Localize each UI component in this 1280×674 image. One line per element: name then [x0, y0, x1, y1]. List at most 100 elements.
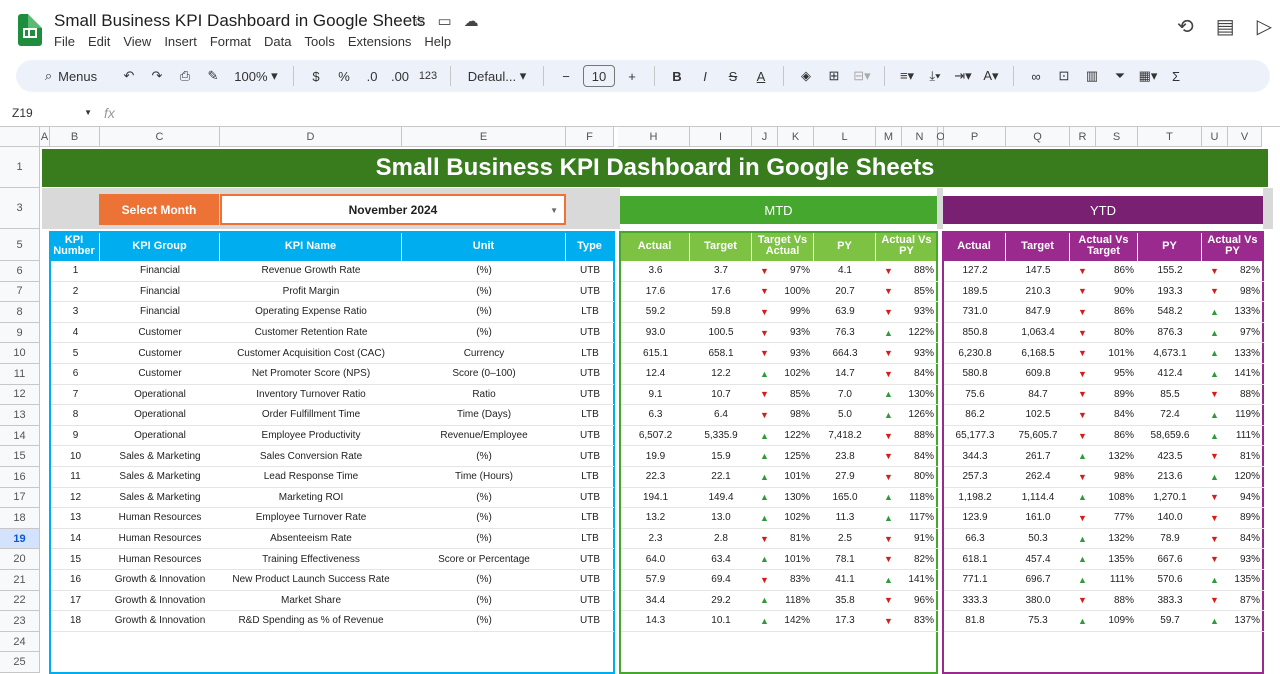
- video-call-icon[interactable]: ▷: [1256, 16, 1272, 38]
- paint-format-icon[interactable]: ✎: [207, 68, 219, 83]
- column-header-T[interactable]: T: [1138, 127, 1202, 147]
- bold-icon[interactable]: B: [672, 68, 682, 84]
- column-header-D[interactable]: D: [220, 127, 402, 147]
- row-header-13[interactable]: 13: [0, 405, 40, 426]
- row-header-8[interactable]: 8: [0, 302, 40, 323]
- row-header-9[interactable]: 9: [0, 322, 40, 344]
- strikethrough-icon[interactable]: S: [728, 68, 738, 84]
- filter-views-icon[interactable]: ▦▾: [1138, 68, 1158, 83]
- row-header-25[interactable]: 25: [0, 652, 40, 673]
- column-header-I[interactable]: I: [690, 127, 752, 147]
- column-header-E[interactable]: E: [402, 127, 566, 147]
- fill-color-icon[interactable]: ◈: [801, 68, 811, 83]
- italic-icon[interactable]: I: [703, 68, 707, 84]
- undo-icon[interactable]: ↶: [123, 68, 135, 83]
- insert-chart-icon[interactable]: ▥: [1085, 68, 1099, 83]
- menu-item-extensions[interactable]: Extensions: [347, 34, 412, 49]
- text-wrapping-icon[interactable]: ⇥▾: [954, 68, 972, 83]
- filter-icon[interactable]: ⏷: [1114, 68, 1126, 83]
- column-header-N[interactable]: N: [902, 127, 938, 147]
- zoom-select[interactable]: 100% ▾: [234, 68, 278, 84]
- column-header-Q[interactable]: Q: [1006, 127, 1070, 147]
- menu-item-format[interactable]: Format: [209, 34, 251, 49]
- decrease-font-icon[interactable]: −: [562, 68, 570, 84]
- column-header-B[interactable]: B: [50, 127, 100, 147]
- print-icon[interactable]: ⎙: [179, 68, 191, 83]
- column-header-L[interactable]: L: [814, 127, 876, 147]
- column-header-A[interactable]: A: [40, 127, 50, 147]
- column-header-P[interactable]: P: [944, 127, 1006, 147]
- row-header-1[interactable]: 1: [0, 147, 40, 188]
- menu-item-help[interactable]: Help: [424, 34, 452, 49]
- row-header-5[interactable]: 5: [0, 229, 40, 261]
- select-all-corner[interactable]: [0, 127, 40, 147]
- redo-icon[interactable]: ↷: [151, 68, 163, 83]
- functions-icon[interactable]: Σ: [1171, 68, 1181, 84]
- row-header-15[interactable]: 15: [0, 446, 40, 467]
- month-dropdown[interactable]: November 2024 ▼: [220, 194, 566, 225]
- row-header-21[interactable]: 21: [0, 570, 40, 591]
- menu-item-edit[interactable]: Edit: [87, 34, 111, 49]
- increase-decimal-button[interactable]: .00: [390, 68, 410, 84]
- menu-item-view[interactable]: View: [123, 34, 152, 49]
- row-header-11[interactable]: 11: [0, 364, 40, 385]
- row-header-22[interactable]: 22: [0, 590, 40, 612]
- more-formats-button[interactable]: 123: [418, 70, 438, 82]
- row-header-18[interactable]: 18: [0, 508, 40, 529]
- row-header-3[interactable]: 3: [0, 188, 40, 229]
- column-header-V[interactable]: V: [1228, 127, 1262, 147]
- row-header-19[interactable]: 19: [0, 528, 40, 550]
- menu-item-file[interactable]: File: [54, 34, 75, 49]
- row-header-6[interactable]: 6: [0, 261, 40, 282]
- column-header-U[interactable]: U: [1202, 127, 1228, 147]
- column-header-M[interactable]: M: [876, 127, 902, 147]
- currency-button[interactable]: $: [312, 68, 320, 84]
- row-header-16[interactable]: 16: [0, 467, 40, 488]
- column-header-S[interactable]: S: [1096, 127, 1138, 147]
- column-header-K[interactable]: K: [778, 127, 814, 147]
- separator: [293, 66, 294, 86]
- row-header-24[interactable]: 24: [0, 631, 40, 653]
- star-icon[interactable]: ☆: [412, 13, 426, 30]
- horizontal-align-icon[interactable]: ≡▾: [899, 68, 915, 83]
- text-color-icon[interactable]: A: [756, 68, 766, 84]
- column-header-R[interactable]: R: [1070, 127, 1096, 147]
- column-header-C[interactable]: C: [100, 127, 220, 147]
- menu-item-insert[interactable]: Insert: [164, 34, 197, 49]
- row-header-17[interactable]: 17: [0, 487, 40, 509]
- spreadsheet-grid[interactable]: Small Business KPI Dashboard in Google S…: [0, 127, 1280, 674]
- borders-icon[interactable]: ⊞: [828, 68, 840, 83]
- document-title[interactable]: Small Business KPI Dashboard in Google S…: [54, 11, 426, 30]
- history-icon[interactable]: ⟲: [1176, 16, 1194, 38]
- decrease-decimal-button[interactable]: .0: [366, 68, 378, 84]
- column-header-H[interactable]: H: [618, 127, 690, 147]
- insert-link-icon[interactable]: ∞: [1031, 68, 1041, 84]
- move-folder-icon[interactable]: ▭: [437, 13, 452, 30]
- row-header-10[interactable]: 10: [0, 343, 40, 364]
- kpi-number: 11: [51, 467, 100, 488]
- font-select[interactable]: Defaul... ▾: [467, 68, 527, 84]
- font-size-input[interactable]: 10: [583, 65, 615, 87]
- text-rotation-icon[interactable]: A▾: [983, 68, 999, 83]
- row-header-14[interactable]: 14: [0, 425, 40, 447]
- column-header-F[interactable]: F: [566, 127, 614, 147]
- menu-item-tools[interactable]: Tools: [304, 34, 335, 49]
- row-header-20[interactable]: 20: [0, 549, 40, 570]
- menus-search[interactable]: ⌕ Menus: [44, 68, 98, 84]
- sheets-logo-icon[interactable]: [18, 14, 42, 46]
- column-header-O[interactable]: O: [936, 127, 945, 147]
- vertical-align-icon[interactable]: ⤓▾: [929, 68, 941, 83]
- increase-font-icon[interactable]: +: [628, 68, 636, 84]
- name-box[interactable]: Z19: [12, 106, 92, 120]
- row-header-23[interactable]: 23: [0, 611, 40, 632]
- row-header-12[interactable]: 12: [0, 384, 40, 406]
- menu-item-data[interactable]: Data: [264, 34, 292, 49]
- cloud-status-icon[interactable]: ☁: [463, 13, 479, 30]
- insert-comment-icon[interactable]: ⊡: [1058, 68, 1070, 83]
- percent-button[interactable]: %: [338, 68, 350, 84]
- mtd-target-vs-actual: ▼ 93%: [752, 343, 814, 364]
- merge-cells-icon[interactable]: ⊟▾: [853, 68, 871, 83]
- column-header-J[interactable]: J: [752, 127, 778, 147]
- comments-icon[interactable]: ▤: [1215, 16, 1235, 38]
- row-header-7[interactable]: 7: [0, 281, 40, 303]
